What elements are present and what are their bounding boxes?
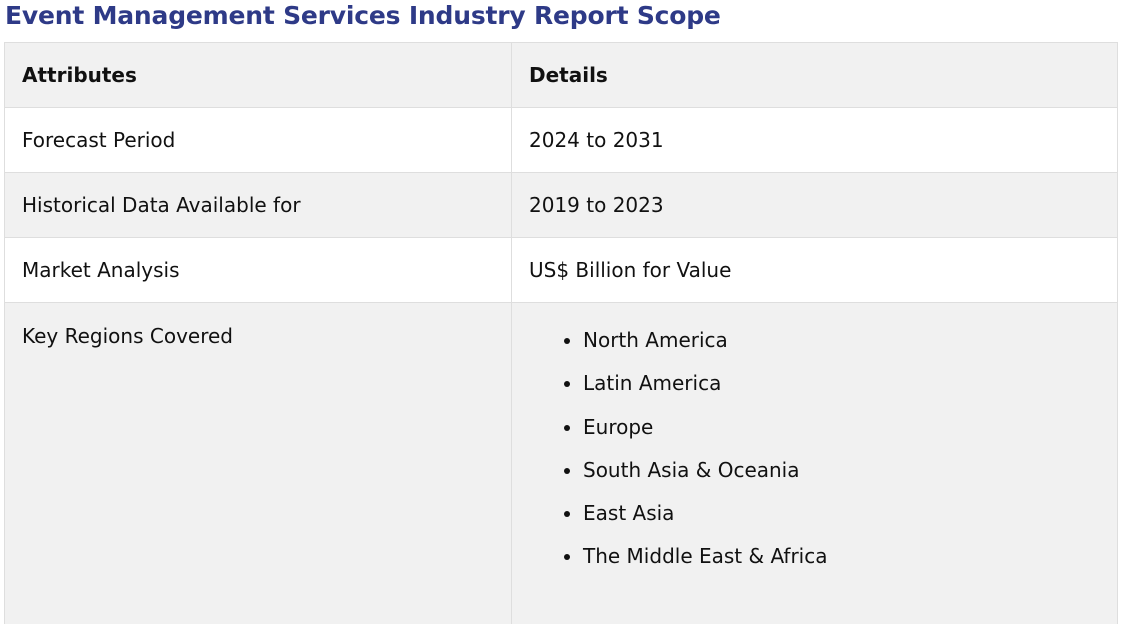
detail-cell: US$ Billion for Value — [511, 237, 1118, 303]
list-item: South Asia & Oceania — [583, 455, 1100, 498]
region-list: North America Latin America Europe South… — [529, 325, 1100, 585]
attribute-cell: Forecast Period — [4, 107, 512, 173]
list-item: The Middle East & Africa — [583, 541, 1100, 584]
attributes-column-header: Attributes — [4, 42, 512, 108]
table-row: Market Analysis US$ Billion for Value — [4, 237, 1118, 303]
detail-cell: 2019 to 2023 — [511, 172, 1118, 238]
table-row: Historical Data Available for 2019 to 20… — [4, 172, 1118, 238]
list-item: Latin America — [583, 368, 1100, 411]
page-title: Event Management Services Industry Repor… — [5, 1, 721, 30]
attribute-cell: Key Regions Covered — [4, 302, 512, 624]
list-item: East Asia — [583, 498, 1100, 541]
details-column-header: Details — [511, 42, 1118, 108]
report-scope-table: Attributes Details Forecast Period 2024 … — [4, 42, 1118, 624]
detail-cell: 2024 to 2031 — [511, 107, 1118, 173]
table-row: Forecast Period 2024 to 2031 — [4, 107, 1118, 173]
regions-detail-cell: North America Latin America Europe South… — [511, 302, 1118, 624]
attribute-cell: Market Analysis — [4, 237, 512, 303]
list-item: Europe — [583, 412, 1100, 455]
table-row-key-regions: Key Regions Covered North America Latin … — [4, 302, 1118, 624]
list-item: North America — [583, 325, 1100, 368]
attribute-cell: Historical Data Available for — [4, 172, 512, 238]
table-header-row: Attributes Details — [4, 42, 1118, 108]
